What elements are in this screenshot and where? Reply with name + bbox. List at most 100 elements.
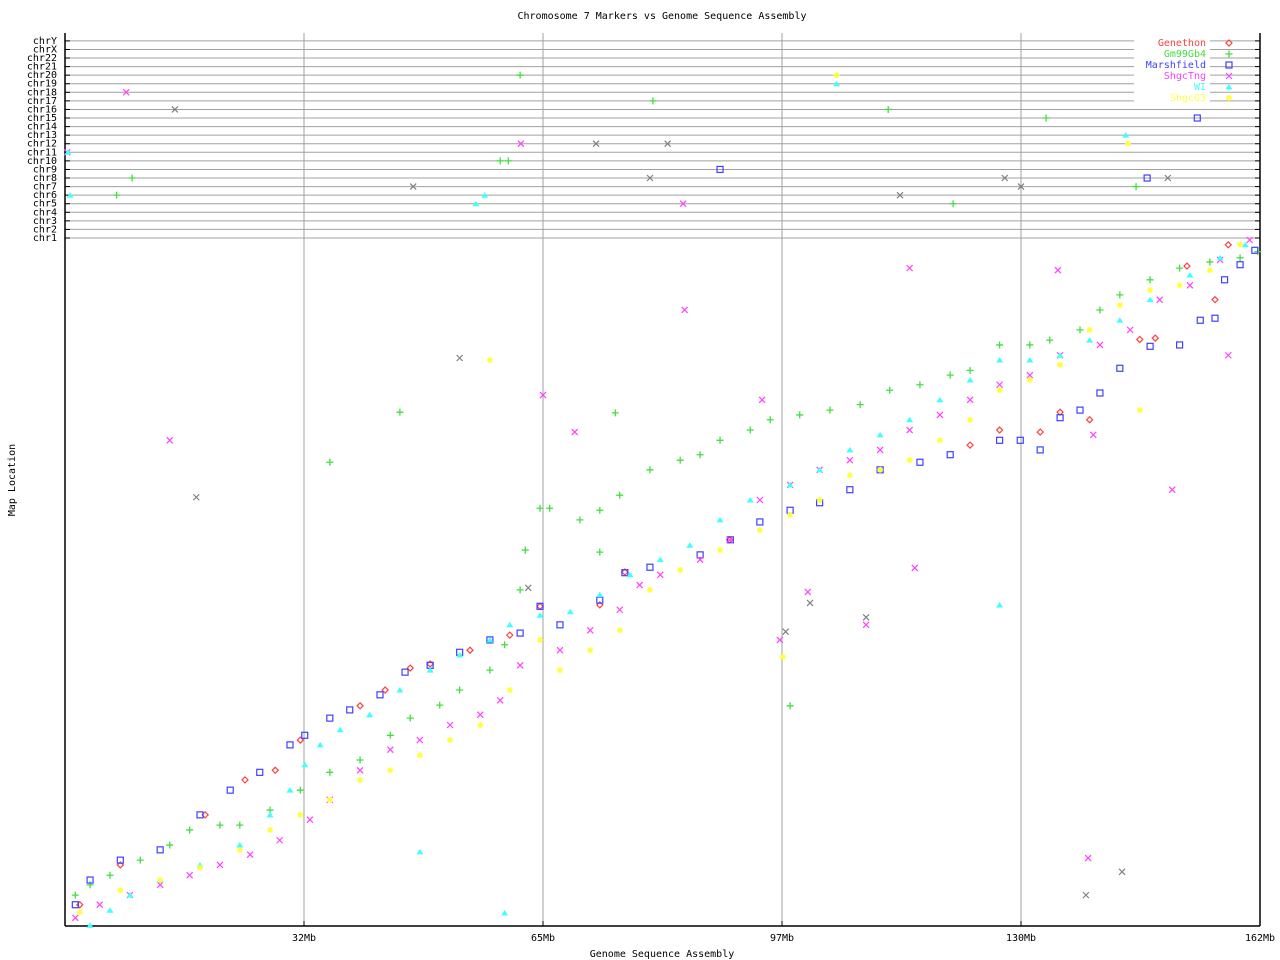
data-point <box>356 701 364 710</box>
data-point <box>226 786 234 794</box>
other-chromosome-point <box>409 183 417 191</box>
legend-label: ShgcTng <box>1164 71 1206 82</box>
data-point <box>996 381 1004 389</box>
data-point <box>616 627 623 634</box>
data-point <box>846 486 854 494</box>
data-point <box>656 556 664 563</box>
other-chromosome-point <box>1164 174 1172 182</box>
data-point <box>1026 376 1033 383</box>
data-point <box>756 496 764 504</box>
other-chromosome-point <box>896 191 904 199</box>
series-marshfield <box>71 114 1259 909</box>
data-point <box>1056 414 1064 422</box>
data-point <box>1057 361 1064 368</box>
data-point <box>256 768 264 776</box>
data-point <box>776 636 784 644</box>
data-point <box>106 871 114 879</box>
data-point <box>1096 306 1104 314</box>
data-point <box>1224 240 1233 249</box>
data-point <box>1176 264 1184 272</box>
data-point <box>862 613 870 621</box>
data-point <box>406 664 415 672</box>
data-point <box>611 409 619 417</box>
legend-bg <box>1134 37 1210 48</box>
data-point <box>746 496 754 503</box>
other-chromosome-point <box>679 200 687 208</box>
data-point <box>447 737 454 744</box>
data-point <box>166 436 174 444</box>
data-point <box>911 564 919 572</box>
data-point <box>297 811 304 818</box>
data-point <box>966 366 974 374</box>
data-point <box>696 551 704 559</box>
x-axis-label: Genome Sequence Assembly <box>590 949 735 960</box>
data-point <box>816 466 824 473</box>
data-point <box>406 714 414 722</box>
chromosome-label: chr21 <box>27 62 57 73</box>
data-point <box>286 741 294 749</box>
legend-marker <box>1225 50 1233 58</box>
chromosome-label: chr15 <box>27 113 57 124</box>
data-point <box>726 536 734 544</box>
chromosome-label: chrY <box>33 36 57 47</box>
data-point <box>1175 341 1184 349</box>
series-shgcg3 <box>76 72 1244 916</box>
data-point <box>1056 352 1064 358</box>
data-points <box>63 71 1262 928</box>
data-point <box>106 907 114 913</box>
data-point <box>516 586 524 594</box>
data-point <box>156 846 164 854</box>
data-point <box>787 512 794 519</box>
data-point <box>996 357 1004 363</box>
data-point <box>1176 282 1183 289</box>
data-point <box>326 796 333 803</box>
data-point <box>521 546 529 554</box>
data-point <box>596 548 604 556</box>
data-point <box>316 741 324 748</box>
data-point <box>501 641 509 649</box>
y-axis-label: Map Location <box>7 444 18 516</box>
data-point <box>346 706 354 714</box>
data-point <box>416 848 424 855</box>
other-chromosome-point <box>884 105 892 113</box>
series-shgctng <box>63 88 1254 922</box>
chromosome-label: chr11 <box>27 147 57 158</box>
data-point <box>906 426 914 434</box>
data-point <box>1076 326 1084 334</box>
other-chromosome-point <box>66 192 74 198</box>
data-point <box>1116 317 1124 323</box>
data-point <box>1054 266 1062 274</box>
other-chromosome-point <box>516 71 524 79</box>
data-point <box>996 387 1003 394</box>
data-point <box>846 446 854 453</box>
grid <box>65 33 1261 926</box>
chromosome-label: chr13 <box>27 130 57 141</box>
data-point <box>806 599 814 607</box>
data-point <box>1086 326 1093 333</box>
data-point <box>1116 291 1124 299</box>
data-point <box>241 776 249 784</box>
chromosome-label: chr4 <box>33 207 57 218</box>
data-point <box>756 518 764 526</box>
data-point <box>616 606 624 614</box>
data-point <box>1116 302 1123 309</box>
data-point <box>196 811 204 819</box>
data-point <box>416 736 424 744</box>
data-point <box>71 914 79 922</box>
legend-marker <box>1225 84 1233 90</box>
data-point <box>1206 267 1213 274</box>
data-point <box>1236 261 1244 269</box>
data-point <box>486 357 493 364</box>
data-point <box>1186 271 1194 278</box>
data-point <box>916 381 924 389</box>
data-point <box>506 687 513 694</box>
data-point <box>1186 281 1194 289</box>
other-chromosome-point <box>1042 114 1050 122</box>
data-point <box>1151 334 1160 342</box>
other-chromosome-point <box>716 165 724 174</box>
data-point <box>1026 371 1034 379</box>
x-tick-label: 162Mb <box>1245 933 1275 944</box>
other-chromosome-point <box>1124 140 1131 147</box>
data-point <box>717 547 724 554</box>
data-point <box>456 686 464 694</box>
